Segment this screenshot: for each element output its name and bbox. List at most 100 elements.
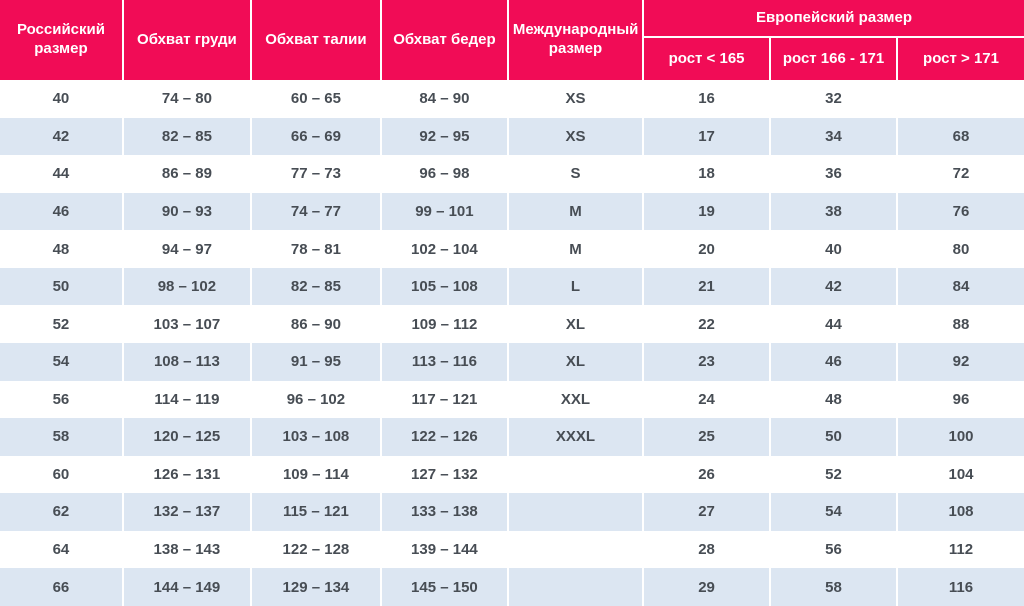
cell-euro-height-166-171: 58 <box>771 568 898 606</box>
table-row: 58 120 – 125 103 – 108 122 – 126 XXXL 25 50 100 <box>0 418 1024 456</box>
table-row: 48 94 – 97 78 – 81 102 – 104 M 20 40 80 <box>0 230 1024 268</box>
table-row: 44 86 – 89 77 – 73 96 – 98 S 18 36 72 <box>0 155 1024 193</box>
cell-international-size: L <box>508 267 645 306</box>
cell-waist: 74 – 77 <box>251 192 382 231</box>
cell-euro-height-lt-165: 26 <box>644 455 772 494</box>
cell-russian-size: 64 <box>0 530 124 569</box>
cell-hips: 84 – 90 <box>381 80 509 118</box>
col-header-european-size: Европейский размер <box>644 0 1024 38</box>
cell-euro-height-lt-165: 17 <box>644 117 772 156</box>
cell-hips: 113 – 116 <box>381 342 509 381</box>
cell-chest: 132 – 137 <box>123 493 252 531</box>
cell-chest: 103 – 107 <box>123 305 252 343</box>
table-row: 64 138 – 143 122 – 128 139 – 144 28 56 112 <box>0 530 1024 569</box>
cell-russian-size: 60 <box>0 455 124 494</box>
cell-russian-size: 66 <box>0 568 124 606</box>
cell-chest: 144 – 149 <box>123 568 252 606</box>
cell-russian-size: 42 <box>0 117 124 156</box>
table-row: 40 74 – 80 60 – 65 84 – 90 XS 16 32 <box>0 80 1024 118</box>
cell-hips: 127 – 132 <box>381 455 509 494</box>
cell-chest: 90 – 93 <box>123 192 252 231</box>
cell-euro-height-lt-165: 24 <box>644 380 772 419</box>
cell-russian-size: 48 <box>0 230 124 268</box>
cell-international-size: M <box>508 192 645 231</box>
col-header-waist: Обхват талии <box>251 0 382 80</box>
col-header-russian-size: Российский размер <box>0 0 124 80</box>
col-header-international-size: Международный размер <box>508 0 645 80</box>
cell-euro-height-166-171: 44 <box>771 305 898 343</box>
cell-chest: 74 – 80 <box>123 80 252 118</box>
cell-euro-height-lt-165: 19 <box>644 192 772 231</box>
cell-euro-height-gt-171: 68 <box>898 117 1024 156</box>
col-header-height-166-171: рост 166 - 171 <box>771 38 898 80</box>
cell-russian-size: 40 <box>0 80 124 118</box>
cell-hips: 99 – 101 <box>381 192 509 231</box>
cell-euro-height-gt-171: 80 <box>898 230 1024 268</box>
cell-hips: 105 – 108 <box>381 267 509 306</box>
table-row: 50 98 – 102 82 – 85 105 – 108 L 21 42 84 <box>0 267 1024 306</box>
table-header: Российский размер Обхват груди Обхват та… <box>0 0 1024 80</box>
cell-euro-height-lt-165: 18 <box>644 155 772 193</box>
cell-waist: 91 – 95 <box>251 342 382 381</box>
cell-euro-height-gt-171: 76 <box>898 192 1024 231</box>
cell-euro-height-lt-165: 28 <box>644 530 772 569</box>
cell-waist: 82 – 85 <box>251 267 382 306</box>
cell-waist: 78 – 81 <box>251 230 382 268</box>
cell-euro-height-166-171: 32 <box>771 80 898 118</box>
cell-euro-height-166-171: 38 <box>771 192 898 231</box>
cell-russian-size: 50 <box>0 267 124 306</box>
cell-euro-height-gt-171: 112 <box>898 530 1024 569</box>
cell-international-size: XS <box>508 80 645 118</box>
cell-chest: 138 – 143 <box>123 530 252 569</box>
cell-euro-height-166-171: 42 <box>771 267 898 306</box>
cell-chest: 126 – 131 <box>123 455 252 494</box>
table-row: 52 103 – 107 86 – 90 109 – 112 XL 22 44 88 <box>0 305 1024 343</box>
table-row: 66 144 – 149 129 – 134 145 – 150 29 58 116 <box>0 568 1024 606</box>
cell-russian-size: 46 <box>0 192 124 231</box>
cell-chest: 94 – 97 <box>123 230 252 268</box>
cell-hips: 145 – 150 <box>381 568 509 606</box>
cell-chest: 108 – 113 <box>123 342 252 381</box>
cell-international-size: XL <box>508 342 645 381</box>
cell-chest: 86 – 89 <box>123 155 252 193</box>
cell-russian-size: 56 <box>0 380 124 419</box>
cell-russian-size: 62 <box>0 493 124 531</box>
cell-euro-height-gt-171: 108 <box>898 493 1024 531</box>
cell-euro-height-gt-171: 96 <box>898 380 1024 419</box>
cell-euro-height-lt-165: 22 <box>644 305 772 343</box>
header-row-european-sub: рост < 165 рост 166 - 171 рост > 171 <box>0 38 1024 80</box>
cell-hips: 102 – 104 <box>381 230 509 268</box>
cell-international-size <box>508 530 645 569</box>
cell-waist: 122 – 128 <box>251 530 382 569</box>
table-row: 56 114 – 119 96 – 102 117 – 121 XXL 24 48 96 <box>0 380 1024 419</box>
cell-chest: 120 – 125 <box>123 418 252 456</box>
cell-euro-height-gt-171: 104 <box>898 455 1024 494</box>
cell-euro-height-lt-165: 16 <box>644 80 772 118</box>
cell-hips: 109 – 112 <box>381 305 509 343</box>
cell-euro-height-166-171: 36 <box>771 155 898 193</box>
cell-euro-height-166-171: 40 <box>771 230 898 268</box>
cell-euro-height-gt-171: 92 <box>898 342 1024 381</box>
cell-russian-size: 58 <box>0 418 124 456</box>
cell-euro-height-lt-165: 21 <box>644 267 772 306</box>
cell-euro-height-166-171: 50 <box>771 418 898 456</box>
cell-euro-height-gt-171: 88 <box>898 305 1024 343</box>
table-body: 40 74 – 80 60 – 65 84 – 90 XS 16 32 42 82 – 85 66… <box>0 80 1024 606</box>
cell-international-size <box>508 493 645 531</box>
cell-waist: 96 – 102 <box>251 380 382 419</box>
cell-euro-height-166-171: 48 <box>771 380 898 419</box>
cell-hips: 139 – 144 <box>381 530 509 569</box>
cell-waist: 60 – 65 <box>251 80 382 118</box>
cell-euro-height-166-171: 52 <box>771 455 898 494</box>
cell-international-size <box>508 568 645 606</box>
col-header-height-lt-165: рост < 165 <box>644 38 772 80</box>
cell-euro-height-gt-171: 72 <box>898 155 1024 193</box>
cell-waist: 103 – 108 <box>251 418 382 456</box>
table-row: 62 132 – 137 115 – 121 133 – 138 27 54 108 <box>0 493 1024 531</box>
col-header-hips: Обхват бедер <box>381 0 509 80</box>
col-header-height-gt-171: рост > 171 <box>898 38 1024 80</box>
cell-euro-height-166-171: 34 <box>771 117 898 156</box>
table-row: 54 108 – 113 91 – 95 113 – 116 XL 23 46 92 <box>0 342 1024 381</box>
cell-international-size: XS <box>508 117 645 156</box>
